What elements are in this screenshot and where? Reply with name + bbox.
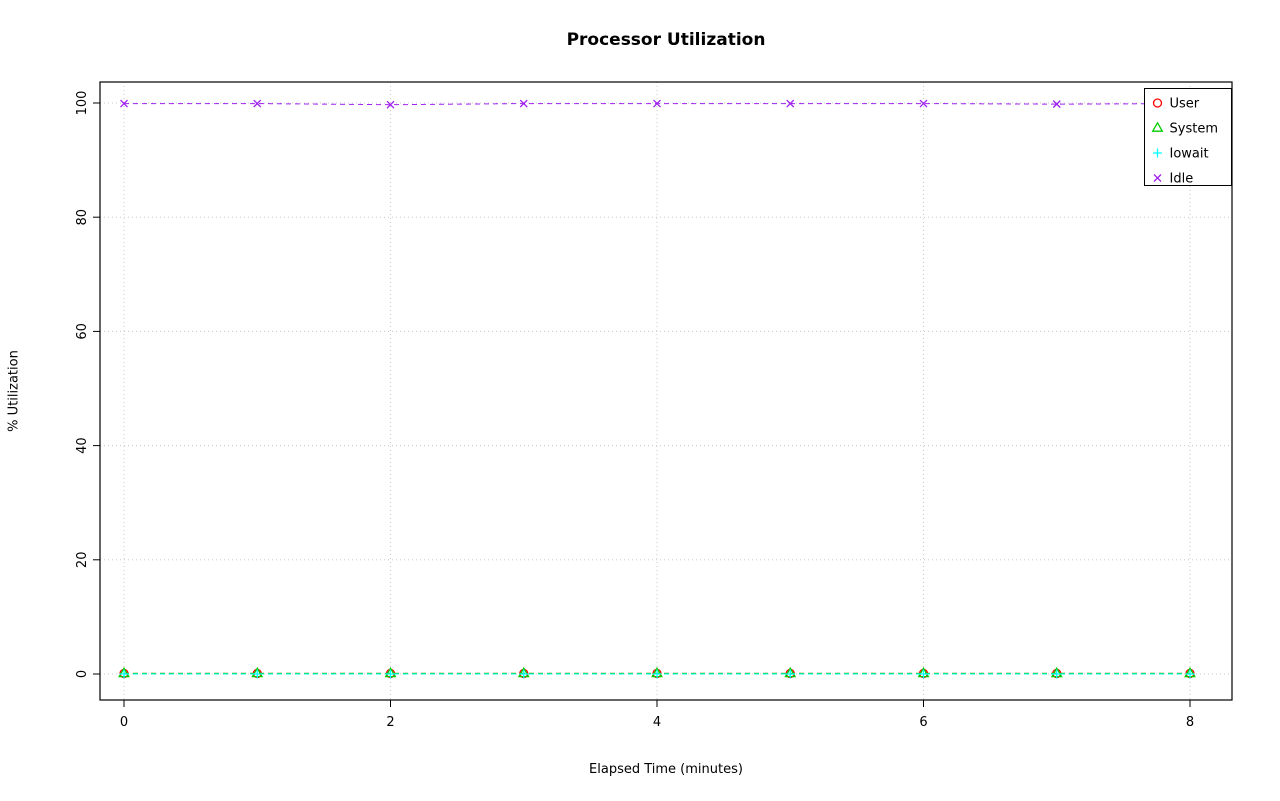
y-tick-label: 60 [75,323,90,340]
legend-label: System [1170,122,1218,137]
data-point [253,99,262,108]
data-point [519,669,529,679]
data-point [1153,174,1162,182]
grid [100,82,1232,700]
data-point [919,669,928,679]
legend-label: Idle [1170,172,1194,187]
data-point [1185,669,1195,679]
data-point [120,99,128,108]
data-point [519,99,528,108]
legend-item-idle: Idle [1153,172,1194,187]
legend-item-iowait: Iowait [1153,147,1209,162]
data-point [1152,98,1163,108]
data-point [786,99,795,108]
data-point [252,669,262,679]
data-point [1153,148,1162,158]
data-point [653,99,661,108]
legend-label: User [1170,97,1200,112]
y-tick-label: 40 [75,437,90,454]
plot-border [99,81,1233,701]
x-tick-label: 6 [919,715,927,730]
legend-item-user: User [1152,97,1200,112]
legend-item-system: System [1151,121,1218,137]
chart-title: Processor Utilization [566,30,766,50]
data-point [119,669,129,679]
x-tick-label: 8 [1186,715,1194,730]
data-point [1052,669,1062,679]
y-axis-title: % Utilization [6,350,22,432]
data-point [386,669,395,679]
data-point [919,99,928,108]
x-tick-label: 4 [653,715,661,730]
y-tick-label: 20 [75,552,90,569]
x-tick-label: 0 [120,715,128,730]
legend: User System Iowait Idle [1144,88,1232,187]
y-tick-label: 80 [75,209,90,226]
data-point [386,100,395,109]
data-point [1151,121,1164,132]
data-point [785,669,795,679]
y-tick-label: 100 [75,91,90,116]
series-iowait [119,669,1195,679]
x-tick-label: 2 [386,715,394,730]
x-axis-title: Elapsed Time (minutes) [589,762,743,777]
y-tick-label: 0 [75,670,90,678]
legend-label: Iowait [1170,147,1209,162]
legend-box [1144,88,1232,186]
data-point [1052,100,1061,109]
data-point [652,669,662,679]
